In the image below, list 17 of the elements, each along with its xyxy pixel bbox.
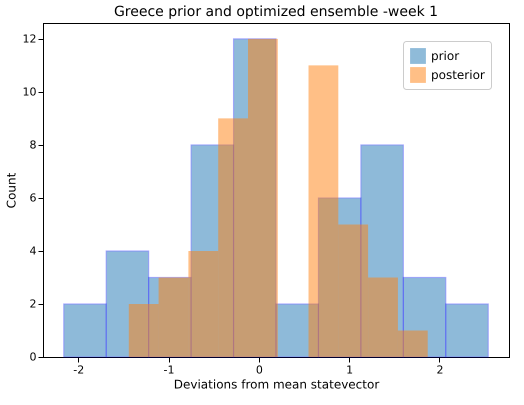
- chart-title: Greece prior and optimized ensemble -week 1: [114, 4, 438, 20]
- y-tick-label: 10: [22, 85, 36, 98]
- x-tick-label: -2: [73, 364, 84, 376]
- x-tick-label: 1: [346, 364, 354, 376]
- y-axis-title: Count: [4, 172, 19, 208]
- y-tick-label: 8: [30, 138, 36, 152]
- y-tick-label: 6: [30, 191, 36, 204]
- legend-label: posterior: [431, 68, 485, 82]
- x-tick-label: -1: [164, 364, 175, 376]
- y-tick-label: 2: [30, 297, 36, 310]
- y-tick-label: 4: [30, 244, 36, 258]
- y-tick-label: 0: [30, 350, 36, 364]
- y-tick-label: 12: [22, 32, 36, 46]
- x-tick-label: 0: [256, 364, 263, 376]
- legend-label: prior: [431, 49, 460, 63]
- x-axis-title: Deviations from mean statevector: [174, 378, 380, 392]
- x-tick-label: 2: [436, 364, 444, 376]
